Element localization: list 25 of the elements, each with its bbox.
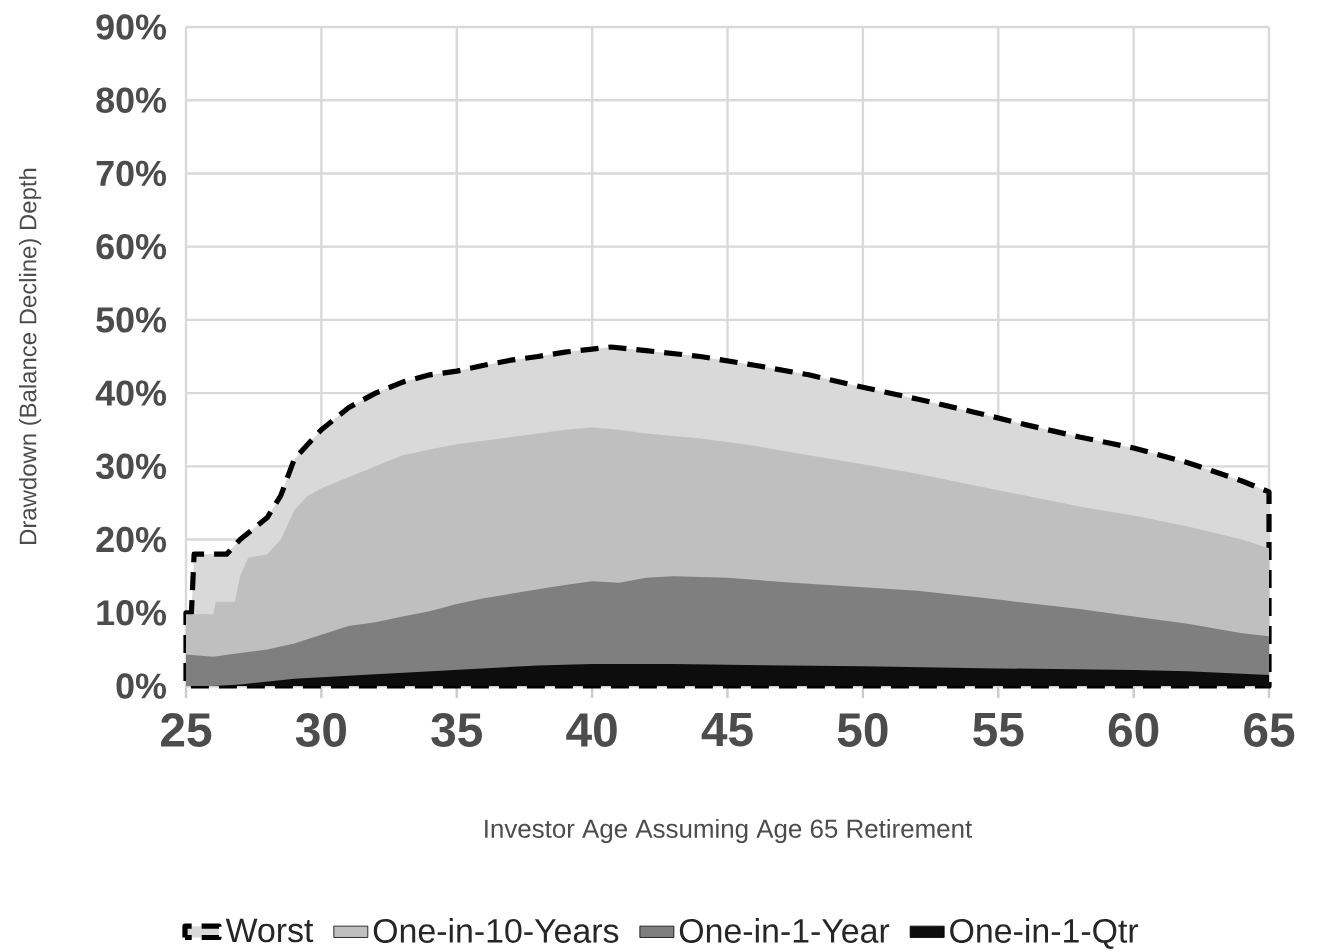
y-axis-title: Drawdown (Balance Decline) Depth (18, 168, 42, 544)
x-tick-label: 25 (161, 713, 212, 747)
y-tick-label: 70% (96, 160, 166, 187)
y-tick-label: 90% (96, 14, 166, 40)
legend-label: One-in-10-Years (373, 918, 619, 943)
y-tick-label: 40% (95, 380, 166, 406)
x-tick-label: 30 (295, 713, 346, 747)
y-tick-label: 0% (116, 673, 166, 699)
legend-label: One-in-1-Qtr (950, 918, 1139, 949)
y-tick-label: 50% (96, 307, 166, 333)
y-tick-label: 20% (96, 526, 166, 553)
x-tick-label: 60 (1108, 713, 1159, 747)
x-tick-label: 50 (837, 713, 888, 747)
x-tick-label: 65 (1244, 713, 1295, 747)
y-tick-label: 80% (96, 87, 166, 113)
x-tick-label: 45 (701, 713, 753, 747)
y-tick-label: 10% (97, 600, 166, 626)
y-tick-label: 30% (95, 453, 166, 480)
x-tick-label: 35 (431, 713, 482, 747)
x-tick-label: 40 (566, 713, 617, 747)
x-tick-label: 55 (973, 713, 1024, 747)
y-tick-label: 60% (96, 233, 166, 260)
legend-label: Worst (225, 918, 314, 943)
legend-label: One-in-1-Year (679, 918, 890, 943)
x-axis-title: Investor Age Assuming Age 65 Retirement (485, 818, 972, 844)
